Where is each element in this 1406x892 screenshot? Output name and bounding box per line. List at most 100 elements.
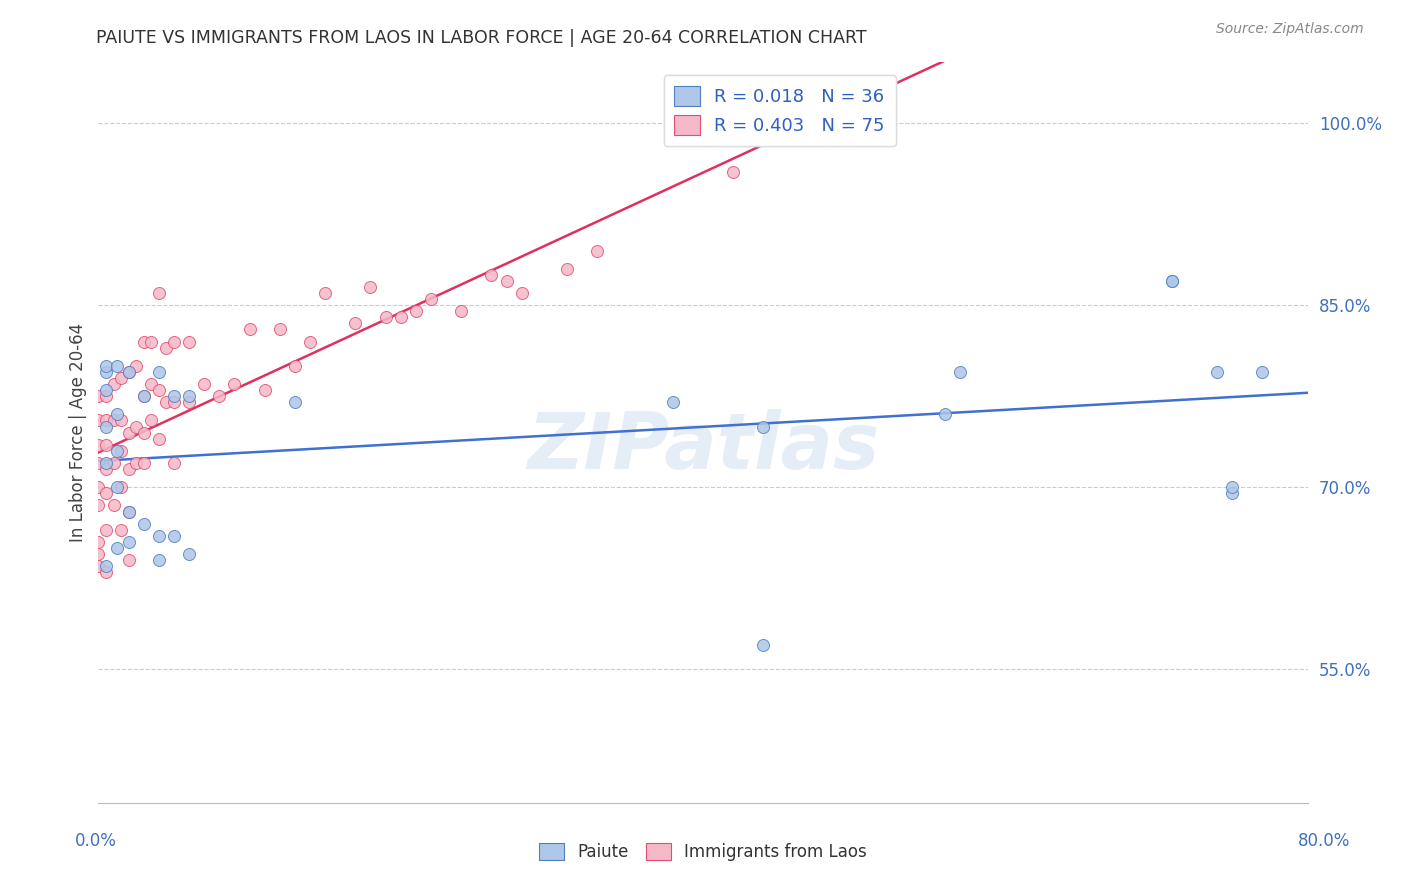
Point bbox=[148, 529, 170, 543]
Point bbox=[105, 443, 128, 458]
Point bbox=[118, 534, 141, 549]
Point bbox=[193, 377, 215, 392]
Point bbox=[94, 559, 117, 574]
Point bbox=[934, 408, 956, 422]
Point bbox=[253, 383, 276, 397]
Point bbox=[1220, 486, 1243, 500]
Point bbox=[94, 565, 117, 579]
Point bbox=[118, 365, 141, 379]
Point bbox=[148, 286, 170, 301]
Point bbox=[661, 395, 683, 409]
Point bbox=[360, 280, 382, 294]
Point bbox=[179, 389, 201, 403]
Point bbox=[110, 371, 132, 385]
Point bbox=[284, 395, 307, 409]
Point bbox=[87, 456, 110, 470]
Point bbox=[752, 419, 775, 434]
Point bbox=[87, 534, 110, 549]
Point bbox=[94, 462, 117, 476]
Point bbox=[1160, 274, 1182, 288]
Point bbox=[481, 268, 503, 282]
Point bbox=[103, 377, 125, 392]
Point bbox=[103, 499, 125, 513]
Legend: Paiute, Immigrants from Laos: Paiute, Immigrants from Laos bbox=[533, 836, 873, 868]
Point bbox=[118, 504, 141, 518]
Point bbox=[450, 304, 472, 318]
Point bbox=[510, 286, 533, 301]
Text: PAIUTE VS IMMIGRANTS FROM LAOS IN LABOR FORCE | AGE 20-64 CORRELATION CHART: PAIUTE VS IMMIGRANTS FROM LAOS IN LABOR … bbox=[96, 29, 866, 46]
Point bbox=[87, 547, 110, 561]
Point bbox=[94, 383, 117, 397]
Point bbox=[179, 547, 201, 561]
Point bbox=[132, 389, 155, 403]
Point bbox=[163, 395, 186, 409]
Point bbox=[148, 365, 170, 379]
Point bbox=[163, 389, 186, 403]
Point bbox=[87, 413, 110, 427]
Point bbox=[179, 334, 201, 349]
Point bbox=[132, 516, 155, 531]
Point bbox=[405, 304, 427, 318]
Point bbox=[132, 389, 155, 403]
Point bbox=[389, 310, 412, 325]
Point bbox=[148, 383, 170, 397]
Point bbox=[141, 377, 163, 392]
Point bbox=[141, 413, 163, 427]
Point bbox=[110, 413, 132, 427]
Text: 80.0%: 80.0% bbox=[1298, 832, 1351, 850]
Point bbox=[1206, 365, 1229, 379]
Point bbox=[148, 432, 170, 446]
Point bbox=[103, 413, 125, 427]
Text: Source: ZipAtlas.com: Source: ZipAtlas.com bbox=[1216, 22, 1364, 37]
Y-axis label: In Labor Force | Age 20-64: In Labor Force | Age 20-64 bbox=[69, 323, 87, 542]
Point bbox=[118, 425, 141, 440]
Point bbox=[1251, 365, 1274, 379]
Point bbox=[94, 413, 117, 427]
Point bbox=[125, 456, 148, 470]
Point bbox=[374, 310, 396, 325]
Point bbox=[949, 365, 972, 379]
Point bbox=[555, 261, 578, 276]
Point bbox=[94, 389, 117, 403]
Point bbox=[94, 456, 117, 470]
Point bbox=[141, 334, 163, 349]
Point bbox=[148, 553, 170, 567]
Point bbox=[110, 480, 132, 494]
Point bbox=[94, 419, 117, 434]
Point bbox=[94, 438, 117, 452]
Point bbox=[752, 638, 775, 652]
Point bbox=[299, 334, 322, 349]
Point bbox=[87, 480, 110, 494]
Point bbox=[103, 456, 125, 470]
Point bbox=[208, 389, 231, 403]
Point bbox=[1160, 274, 1182, 288]
Point bbox=[125, 359, 148, 373]
Point bbox=[105, 408, 128, 422]
Point bbox=[118, 462, 141, 476]
Point bbox=[179, 395, 201, 409]
Point bbox=[105, 541, 128, 555]
Point bbox=[224, 377, 246, 392]
Point bbox=[586, 244, 609, 258]
Point bbox=[87, 559, 110, 574]
Point bbox=[495, 274, 517, 288]
Text: 0.0%: 0.0% bbox=[75, 832, 117, 850]
Point bbox=[420, 292, 443, 306]
Point bbox=[723, 164, 745, 178]
Point bbox=[163, 529, 186, 543]
Point bbox=[94, 359, 117, 373]
Point bbox=[110, 443, 132, 458]
Point bbox=[155, 395, 177, 409]
Point bbox=[163, 334, 186, 349]
Text: ZIPatlas: ZIPatlas bbox=[527, 409, 879, 485]
Point bbox=[344, 317, 367, 331]
Point bbox=[163, 456, 186, 470]
Point bbox=[110, 523, 132, 537]
Point bbox=[314, 286, 336, 301]
Point bbox=[155, 341, 177, 355]
Point bbox=[239, 322, 262, 336]
Legend: R = 0.018   N = 36, R = 0.403   N = 75: R = 0.018 N = 36, R = 0.403 N = 75 bbox=[664, 75, 896, 145]
Point bbox=[87, 389, 110, 403]
Point bbox=[132, 334, 155, 349]
Point bbox=[118, 504, 141, 518]
